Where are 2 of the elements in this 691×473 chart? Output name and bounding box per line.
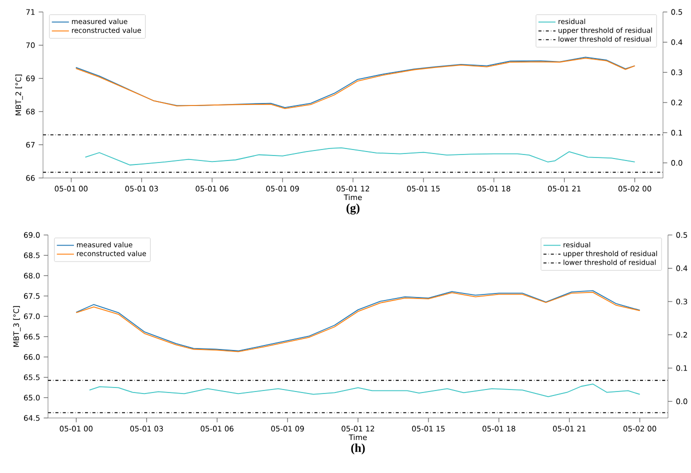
text: (g): [346, 204, 360, 214]
text: (h): [351, 444, 365, 454]
